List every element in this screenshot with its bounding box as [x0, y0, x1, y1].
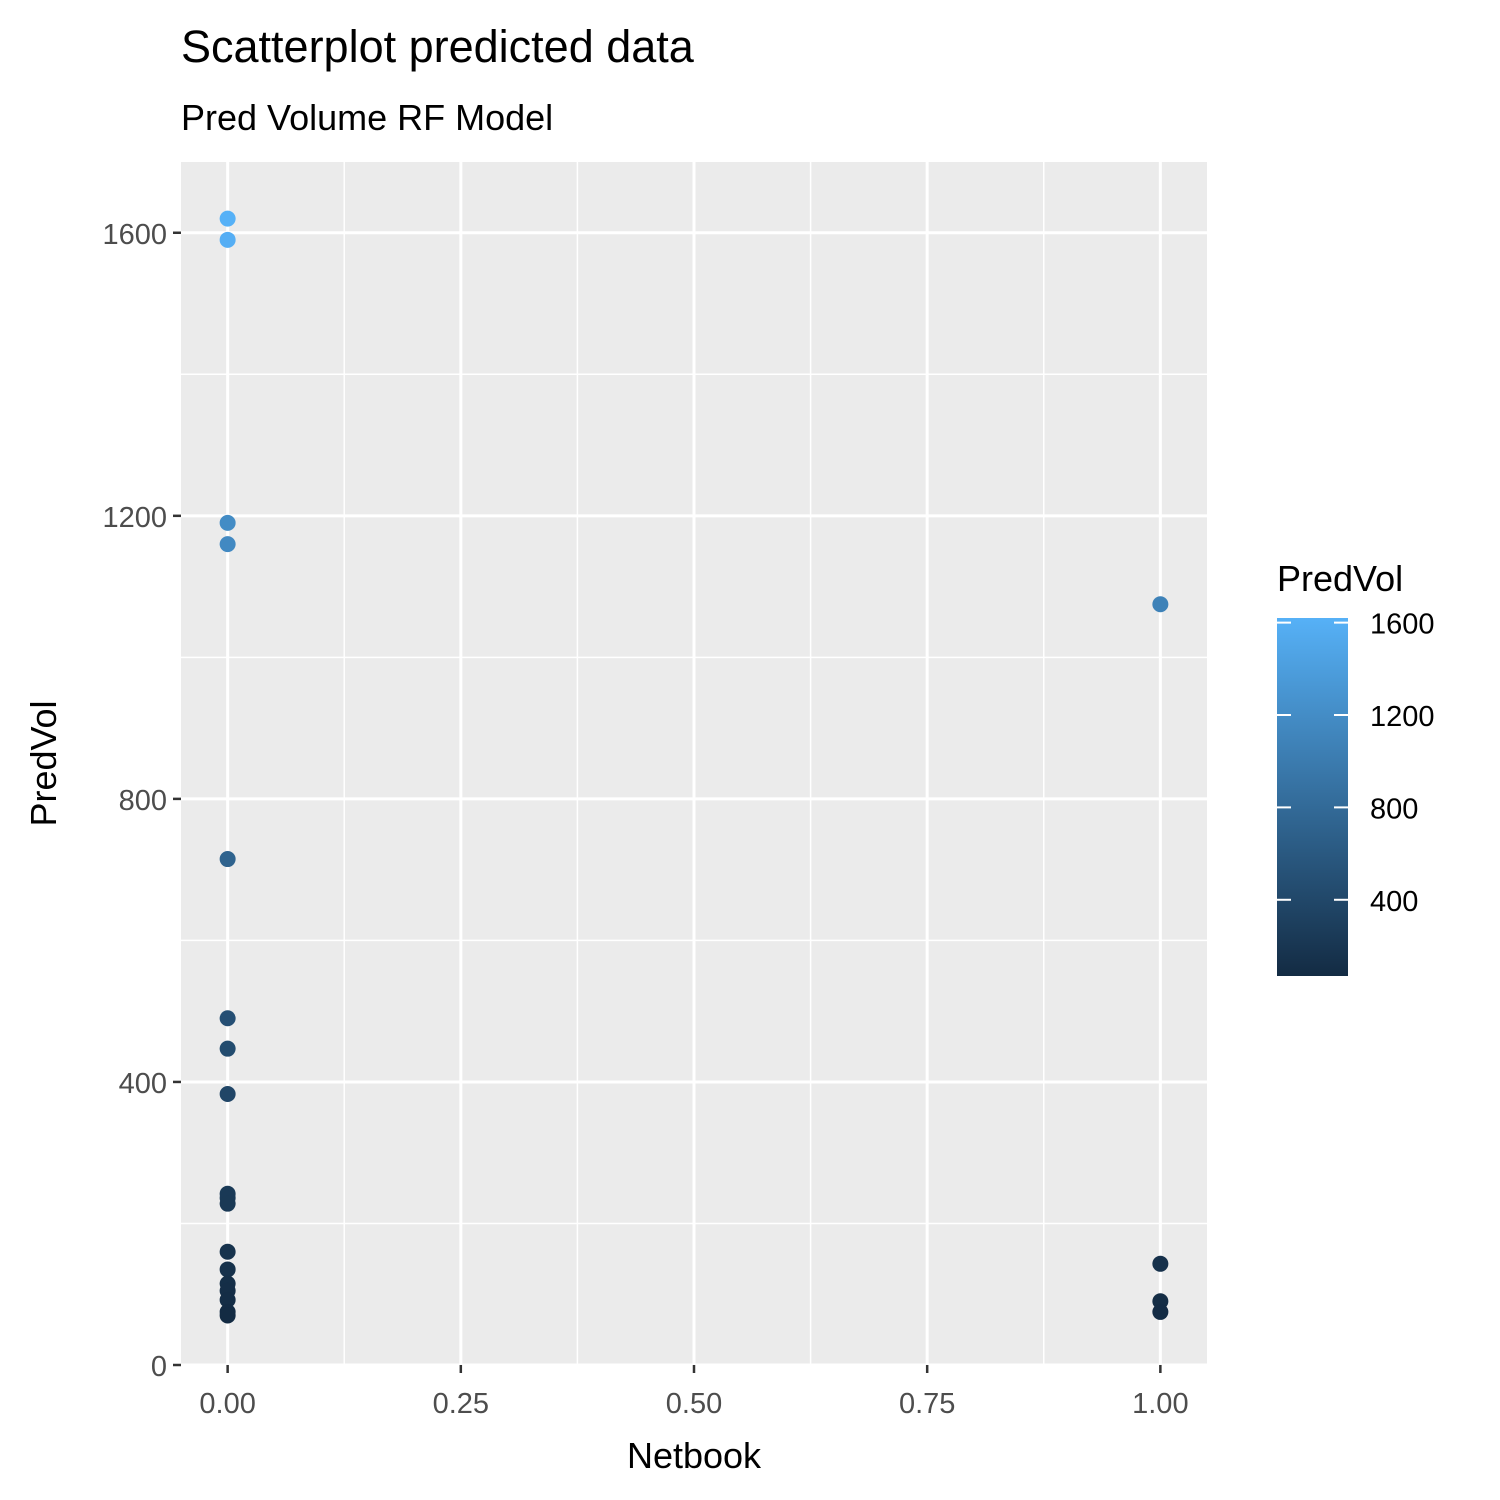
data-point [219, 1085, 236, 1102]
y-axis-title: PredVol [23, 700, 64, 826]
legend-tick-label: 400 [1370, 886, 1418, 918]
data-point [219, 210, 236, 227]
legend-title: PredVol [1277, 558, 1403, 599]
x-tick-label: 0.50 [666, 1388, 722, 1420]
data-point [219, 514, 236, 531]
legend-tick-label: 800 [1370, 793, 1418, 825]
data-point [219, 1195, 236, 1212]
x-tick-label: 1.00 [1132, 1388, 1188, 1420]
y-tick-label: 1200 [102, 502, 167, 534]
data-points [219, 210, 1169, 1324]
legend-ticks: 400 800 1200 1600 [1277, 609, 1435, 918]
data-point [219, 231, 236, 248]
y-tick-label: 800 [119, 785, 167, 817]
y-tick-label: 0 [151, 1351, 167, 1383]
chart-title: Scatterplot predicted data [181, 21, 695, 72]
x-tick-label: 0.00 [199, 1388, 255, 1420]
legend-tick-label: 1600 [1370, 609, 1435, 641]
data-point [1152, 596, 1169, 613]
legend-tick-label: 1200 [1370, 701, 1435, 733]
data-point [219, 1291, 236, 1308]
data-point [1152, 1303, 1169, 1320]
x-tick-label: 0.25 [433, 1388, 489, 1420]
data-point [1152, 1255, 1169, 1272]
data-point [219, 1010, 236, 1027]
data-point [219, 1307, 236, 1324]
chart-subtitle: Pred Volume RF Model [181, 97, 553, 138]
data-point [219, 851, 236, 868]
color-legend: PredVol 400 800 1200 1600 [1277, 558, 1435, 976]
axes: 0.00 0.25 0.50 0.75 1.00 0 400 800 1200 1600 [102, 219, 1188, 1420]
data-point [219, 1243, 236, 1260]
data-point [219, 1040, 236, 1057]
x-tick-label: 0.75 [899, 1388, 955, 1420]
y-tick-label: 400 [119, 1068, 167, 1100]
data-point [219, 1261, 236, 1278]
x-axis-title: Netbook [627, 1435, 762, 1476]
legend-color-bar [1277, 618, 1348, 976]
y-tick-label: 1600 [102, 219, 167, 251]
data-point [219, 536, 236, 553]
